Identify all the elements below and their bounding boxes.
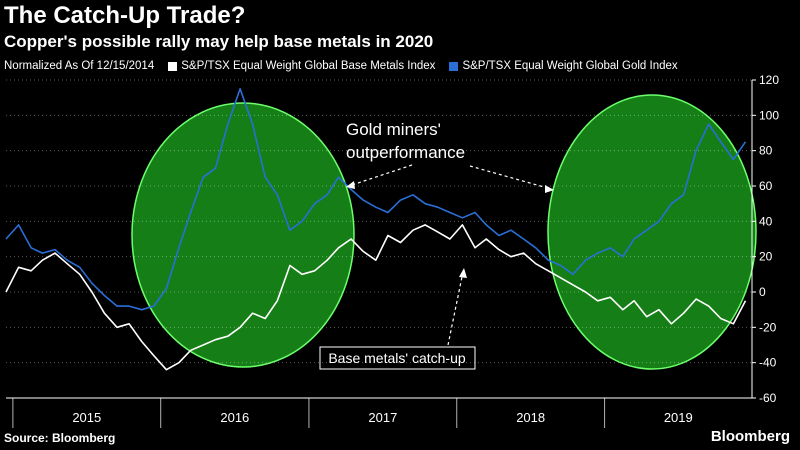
arrowhead-left <box>346 181 355 189</box>
legend-swatch-base <box>168 61 178 71</box>
arrowhead-base <box>459 268 467 278</box>
legend: Normalized As Of 12/15/2014 S&P/TSX Equa… <box>4 60 678 72</box>
series-line-base-metals <box>5 224 747 371</box>
y-tick-label: 80 <box>759 144 773 158</box>
annotation-base-label: Base metals' catch-up <box>328 350 466 366</box>
brand-logo: Bloomberg <box>710 428 790 445</box>
x-tick-label: 2017 <box>368 410 397 425</box>
y-tick-label: 120 <box>759 73 779 87</box>
legend-label-gold: S&P/TSX Equal Weight Global Gold Index <box>462 60 678 72</box>
y-tick-label: -60 <box>759 391 777 405</box>
chart-subtitle: Copper's possible rally may help base me… <box>4 32 434 51</box>
annotation-arrow-base <box>447 271 464 346</box>
normalized-note: Normalized As Of 12/15/2014 <box>4 60 155 72</box>
y-tick-label: 40 <box>759 214 773 228</box>
highlight-circle-right <box>547 94 757 370</box>
arrowhead-right <box>545 185 554 193</box>
legend-label-base: S&P/TSX Equal Weight Global Base Metals … <box>181 60 436 72</box>
x-tick-label: 2018 <box>516 410 545 425</box>
x-tick-label: 2015 <box>72 410 101 425</box>
y-tick-label: 20 <box>759 250 773 264</box>
annotation-arrow-left <box>348 164 413 187</box>
annotation-base-box <box>319 346 476 370</box>
y-tick-label: 60 <box>759 179 773 193</box>
annotation-gold-line-2: outperformance <box>346 143 465 162</box>
legend-swatch-gold <box>449 61 459 71</box>
y-tick-label: -20 <box>759 320 777 334</box>
highlight-circle-left <box>131 102 355 368</box>
series-line-gold <box>5 88 747 311</box>
chart-title: The Catch-Up Trade? <box>4 2 246 29</box>
y-tick-label: -40 <box>759 356 777 370</box>
annotation-gold-line-1: Gold miners' <box>346 120 441 139</box>
y-tick-label: 0 <box>759 285 766 299</box>
x-tick-label: 2016 <box>220 410 249 425</box>
y-tick-label: 100 <box>759 108 779 122</box>
source-note: Source: Bloomberg <box>4 431 116 445</box>
annotation-arrow-right <box>469 165 552 190</box>
x-tick-label: 2019 <box>664 410 693 425</box>
